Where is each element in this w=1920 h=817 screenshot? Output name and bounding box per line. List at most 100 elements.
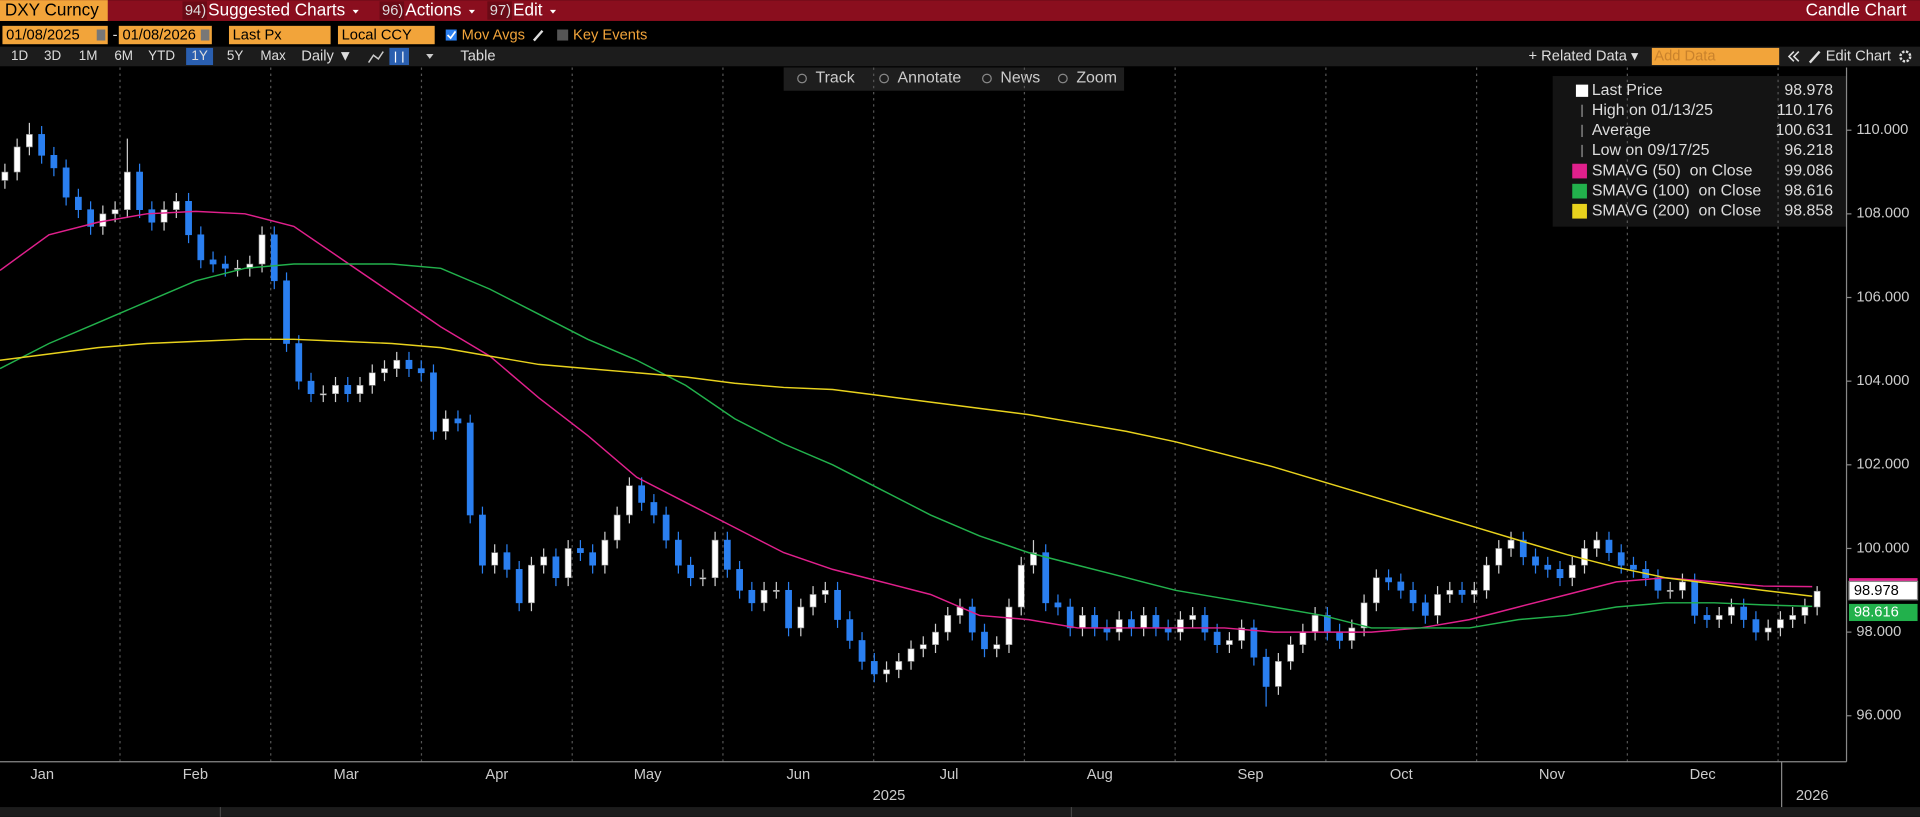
related-data[interactable]: + Related Data ▾	[1529, 48, 1639, 64]
chart-tool[interactable]: Zoom	[1076, 70, 1117, 87]
calendar-icon[interactable]	[200, 29, 210, 41]
candle-body	[1617, 552, 1625, 566]
legend-label: SMAVG (200) on Close	[1592, 202, 1762, 219]
candle-body	[1801, 606, 1809, 616]
key-events-checkbox[interactable]	[557, 29, 569, 41]
candle-icon-highlight[interactable]	[389, 47, 409, 66]
menu-label[interactable]: Edit	[513, 0, 543, 20]
tool-icon[interactable]	[797, 73, 807, 84]
candle-body	[993, 644, 1001, 650]
pencil-icon[interactable]	[532, 29, 544, 42]
tool-icon[interactable]	[879, 73, 889, 84]
candle-body	[197, 234, 205, 261]
security-box[interactable]	[0, 0, 108, 21]
period-button[interactable]: 1M	[79, 48, 98, 63]
candle-body	[919, 644, 927, 650]
menu-number-box[interactable]	[182, 1, 207, 20]
edit-chart[interactable]: Edit Chart	[1826, 48, 1891, 64]
moving-average-line	[0, 210, 1813, 633]
start-date-box[interactable]	[2, 25, 108, 45]
candle-body	[221, 263, 229, 269]
option-mov-avgs[interactable]: Mov Avgs	[462, 28, 525, 44]
menu-arrow[interactable]	[468, 9, 475, 14]
x-tick-label: Jul	[940, 767, 959, 783]
candle-body	[589, 552, 597, 566]
candle-body	[577, 548, 584, 553]
candle-body	[160, 209, 168, 223]
tool-icon[interactable]	[982, 73, 992, 84]
ma100-tag-label: 98.616	[1854, 604, 1899, 620]
calendar-icon[interactable]	[96, 29, 106, 41]
period-button[interactable]: YTD	[148, 48, 175, 63]
currency[interactable]: Local CCY	[342, 28, 412, 44]
collapse-icon[interactable]	[1787, 50, 1795, 62]
security[interactable]: DXY Curncy	[5, 0, 99, 20]
currency-box[interactable]	[337, 25, 435, 45]
chart-tool[interactable]: Annotate	[898, 70, 962, 87]
line-chart-icon[interactable]	[367, 51, 384, 63]
top-bar	[0, 0, 1920, 21]
menu-label[interactable]: Actions	[405, 0, 461, 20]
candle-body	[99, 213, 107, 227]
y-tick-label: 102.000	[1856, 457, 1909, 473]
period-button[interactable]: 6M	[114, 48, 133, 63]
chart-tool[interactable]: News	[1000, 70, 1040, 87]
add-data[interactable]: Add Data	[1654, 48, 1716, 64]
candle-body	[111, 209, 119, 215]
last-price-tag-label: 98.978	[1854, 583, 1899, 599]
menu-number-box[interactable]	[379, 1, 405, 20]
dropdown-icon[interactable]	[426, 54, 434, 59]
add-data-box[interactable]	[1651, 47, 1780, 66]
settings-icon[interactable]	[1899, 50, 1912, 63]
option-key-events[interactable]: Key Events	[573, 28, 647, 44]
candle-body	[1409, 589, 1417, 604]
pencil-icon[interactable]	[1808, 50, 1821, 64]
candle-body	[466, 422, 474, 516]
tool-icon[interactable]	[1057, 73, 1068, 84]
period-button[interactable]: 5Y	[227, 48, 243, 63]
y-tick-label: 108.000	[1856, 206, 1909, 222]
menu-number[interactable]: 94)	[185, 3, 206, 19]
menu-arrow[interactable]	[352, 9, 359, 14]
candle-body	[1189, 615, 1197, 620]
mov-avgs-checkbox[interactable]	[445, 29, 457, 41]
field-box[interactable]	[228, 25, 331, 45]
menu-number[interactable]: 96)	[382, 3, 403, 19]
candle-body	[1397, 581, 1405, 591]
candle-body	[1715, 615, 1723, 620]
frequency-button[interactable]: Daily ▼	[301, 48, 352, 64]
candle-body	[1311, 615, 1319, 633]
candle-body	[687, 564, 694, 579]
candle-body	[1275, 661, 1282, 687]
candle-body	[1213, 631, 1221, 645]
candle-body	[417, 368, 425, 374]
period-button[interactable]: 1Y	[191, 48, 207, 63]
candle-body	[1336, 631, 1343, 641]
menu-arrow[interactable]	[549, 9, 557, 14]
candle-body	[258, 234, 266, 265]
candle-body	[626, 485, 633, 516]
start-date[interactable]: 01/08/2025	[6, 28, 80, 44]
collapse-icon[interactable]	[1792, 50, 1800, 62]
menu-label[interactable]: Suggested Charts	[208, 0, 345, 20]
period-button[interactable]: Max	[260, 48, 286, 63]
candle-body	[1042, 552, 1050, 604]
candle-body	[209, 259, 217, 265]
end-date-box[interactable]	[118, 25, 212, 45]
chart-tool[interactable]: Track	[816, 70, 855, 87]
menu-number[interactable]: 97)	[490, 3, 511, 19]
candle-body	[1201, 615, 1209, 633]
candle-body	[1593, 539, 1601, 549]
field[interactable]: Last Px	[233, 28, 283, 44]
candle-body	[13, 146, 21, 173]
period-button[interactable]: 3D	[44, 48, 61, 63]
candle-body	[1519, 539, 1527, 558]
candle-body	[1054, 602, 1062, 608]
candle-body	[1581, 548, 1588, 566]
end-date[interactable]: 01/08/2026	[122, 28, 196, 44]
candle-body	[1226, 640, 1233, 645]
table-button[interactable]: Table	[460, 48, 495, 64]
candle-body	[1446, 589, 1454, 595]
period-button[interactable]: 1D	[11, 48, 28, 63]
menu-number-box[interactable]	[487, 1, 512, 20]
